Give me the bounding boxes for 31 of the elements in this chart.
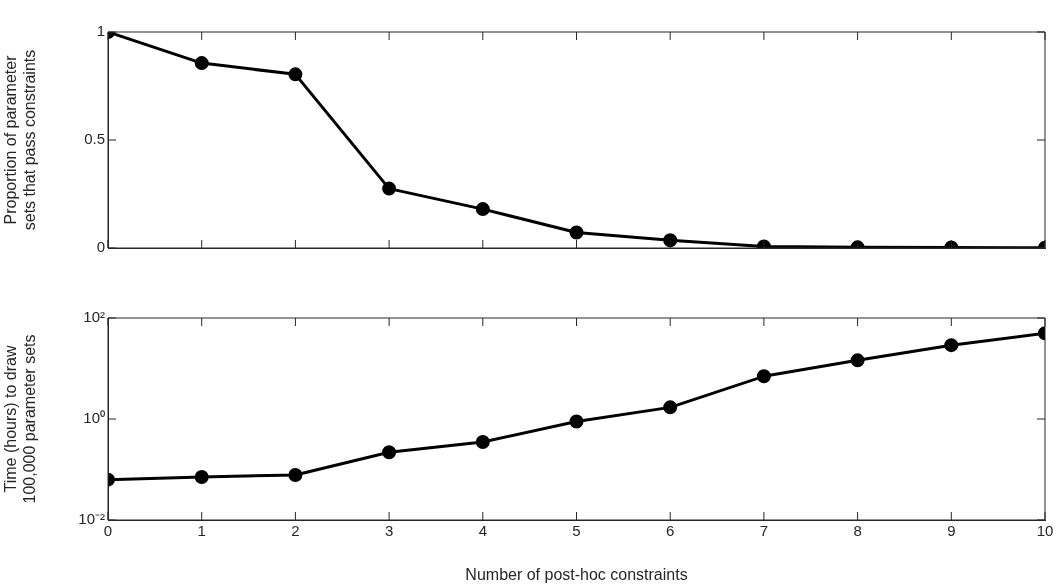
x-tick-label: 1 [197, 522, 206, 540]
point [475, 435, 490, 450]
point [288, 467, 303, 482]
x-tick-label: 10 [1036, 522, 1054, 540]
y-axis-title: Time (hours) to draw 100,000 parameter sets [2, 334, 39, 504]
point [756, 369, 771, 384]
y-tick-label: 0.5 [84, 130, 105, 148]
x-tick-label: 7 [759, 522, 769, 540]
x-axis-title: Number of post-hoc constraints [465, 565, 688, 583]
x-tick-label: 9 [947, 522, 956, 540]
y-tick-label: 10² [83, 308, 105, 326]
y-axis-title: Proportion of parameter sets that pass constraints [2, 49, 39, 231]
point [569, 414, 584, 429]
point [194, 56, 209, 71]
x-tick-label: 3 [384, 522, 394, 540]
x-tick-label: 6 [666, 522, 675, 540]
point [382, 181, 397, 196]
point [194, 470, 209, 485]
point [850, 353, 865, 368]
point [288, 67, 303, 82]
point [944, 338, 959, 353]
y-tick-label: 10⁰ [83, 409, 105, 427]
y-tick-label: 1 [96, 22, 105, 40]
x-tick-label: 5 [572, 522, 581, 540]
x-tick-label: 8 [853, 522, 862, 540]
y-tick-label: 10⁻² [78, 510, 105, 528]
x-tick-label: 2 [291, 522, 300, 540]
x-tick-label: 4 [478, 522, 487, 540]
point [663, 400, 678, 415]
y-tick-label: 0 [96, 238, 105, 256]
point [382, 445, 397, 460]
